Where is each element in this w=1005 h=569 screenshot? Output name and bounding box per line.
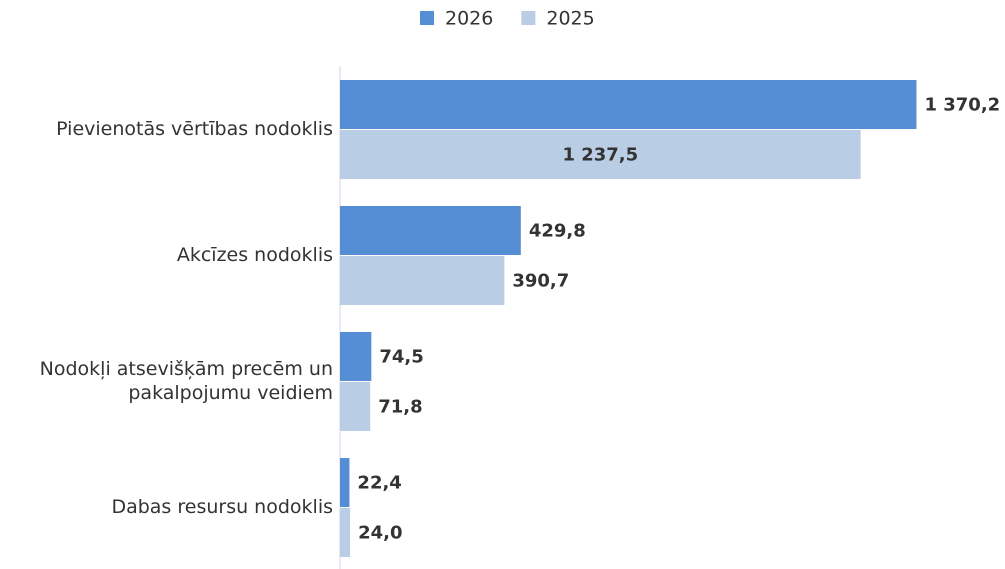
legend-swatch: [420, 11, 434, 25]
value-label: 1 370,2: [924, 95, 1000, 116]
bar: [340, 382, 371, 431]
legend-label: 2026: [445, 8, 493, 30]
bar: [340, 80, 917, 129]
legend-swatch: [521, 11, 536, 25]
value-label: 1 237,5: [562, 145, 638, 166]
category-label: Pievienotās vērtības nodoklis: [56, 118, 333, 140]
value-label: 390,7: [512, 271, 569, 292]
bar: [340, 332, 372, 381]
value-label: 429,8: [529, 221, 586, 242]
bar: [340, 206, 521, 255]
category-label: Akcīzes nodoklis: [176, 244, 333, 266]
category-label: Nodokļi atsevišķām precēm un pakalpojumu…: [39, 358, 333, 404]
value-label: 22,4: [357, 473, 401, 494]
value-label: 74,5: [379, 347, 423, 368]
bar: [340, 256, 505, 305]
value-label: 71,8: [378, 397, 422, 418]
legend-label: 2025: [546, 8, 594, 30]
category-label: Dabas resursu nodoklis: [111, 496, 333, 518]
bar: [340, 508, 351, 557]
bar: [340, 130, 861, 179]
bar: [340, 458, 350, 507]
value-label: 24,0: [358, 523, 402, 544]
